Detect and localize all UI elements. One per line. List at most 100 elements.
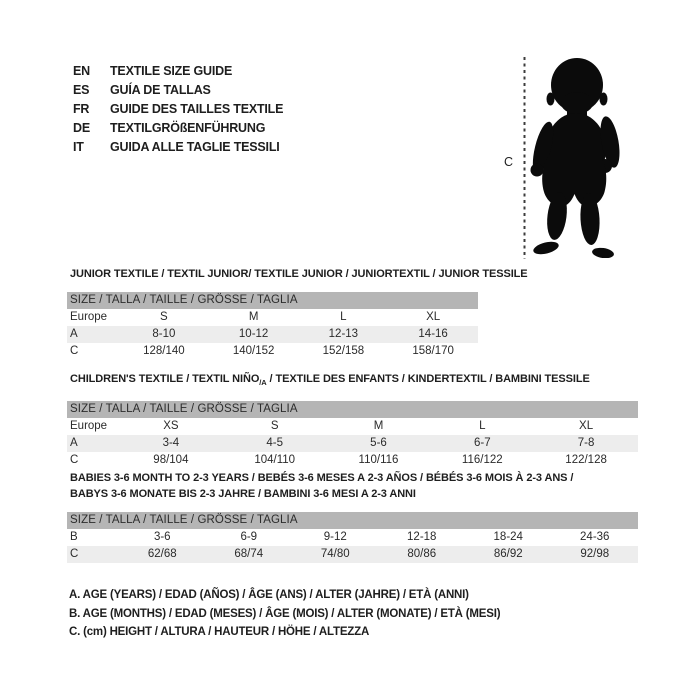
- size-cell: 6-9: [240, 531, 258, 543]
- baby-silhouette-icon: [530, 58, 620, 258]
- row-label: A: [70, 328, 78, 340]
- table-title-text: / TEXTILE DES ENFANTS / KINDERTEXTIL / B…: [266, 373, 590, 385]
- size-cell: XL: [579, 420, 594, 433]
- row-label: Europe: [70, 311, 108, 323]
- size-cell: 12-13: [328, 328, 359, 340]
- size-cell: 140/152: [232, 345, 275, 357]
- footnote-b: B. AGE (MONTHS) / EDAD (MESES) / ÂGE (MO…: [69, 607, 501, 620]
- table-title: BABIES 3-6 MONTH TO 2-3 YEARS / BEBÉS 3-…: [67, 470, 638, 502]
- language-row-fr: FR GUIDE DES TAILLES TEXTILE: [73, 100, 283, 119]
- table-title-line: JUNIOR TEXTILE / TEXTIL JUNIOR/ TEXTILE …: [70, 266, 528, 282]
- size-cell: 5-6: [370, 437, 387, 450]
- size-cell: 128/140: [143, 345, 185, 357]
- table-title-text: BABIES 3-6 MONTH TO 2-3 YEARS / BEBÉS 3-…: [70, 472, 574, 484]
- size-cell: 116/122: [461, 454, 503, 467]
- language-guide-label: GUIDE DES TAILLES TEXTILE: [110, 102, 284, 116]
- table-title: CHILDREN'S TEXTILE / TEXTIL NIÑO/A / TEX…: [67, 371, 638, 391]
- height-measure-dashed-line: [523, 57, 526, 259]
- size-cell: 8-10: [152, 328, 176, 340]
- size-cell: XS: [163, 420, 179, 433]
- size-cell: 3-6: [153, 531, 171, 543]
- table-rows: Europe S M L XL A 8-10 10-12 12-13 14-16 C 128/140 1…: [67, 309, 478, 360]
- size-cell: 6-7: [473, 437, 491, 450]
- language-code: FR: [73, 102, 90, 116]
- language-guide-label: GUIDA ALLE TAGLIE TESSILI: [110, 140, 280, 154]
- footnotes: A. AGE (YEARS) / EDAD (AÑOS) / ÂGE (ANS)…: [67, 586, 501, 642]
- size-cell: 62/68: [147, 548, 177, 560]
- language-code: IT: [73, 140, 84, 154]
- size-row-a: A 3-4 4-5 5-6 6-7 7-8: [67, 435, 638, 453]
- size-cell: L: [340, 311, 347, 323]
- size-cell: 80/86: [407, 548, 437, 560]
- size-cell: L: [479, 420, 486, 433]
- language-code: ES: [73, 83, 90, 97]
- size-cell: 110/116: [358, 454, 399, 467]
- table-rows: Europe XS S M L XL A 3-4 4-5 5-6 6-7 7-8 C 98/104 104/…: [67, 418, 638, 469]
- language-code: DE: [73, 121, 90, 135]
- size-header-bar: SIZE / TALLA / TAILLE / GRÖSSE / TAGLIA: [67, 292, 478, 309]
- row-label: A: [70, 437, 78, 450]
- size-cell: 68/74: [234, 548, 264, 560]
- size-cell: 7-8: [577, 437, 595, 450]
- size-cell: 10-12: [238, 328, 269, 340]
- size-cell: 86/92: [493, 548, 523, 560]
- footnote-c: C. (cm) HEIGHT / ALTURA / HAUTEUR / HÖHE…: [69, 626, 370, 638]
- language-row-en: EN TEXTILE SIZE GUIDE: [73, 62, 283, 81]
- babies-textile-table: BABIES 3-6 MONTH TO 2-3 YEARS / BEBÉS 3-…: [67, 470, 638, 563]
- row-label: C: [70, 548, 79, 560]
- row-label: Europe: [70, 420, 108, 433]
- row-label: B: [70, 531, 78, 543]
- table-rows: B 3-6 6-9 9-12 12-18 18-24 24-36 C 62/68 68/74 74/…: [67, 529, 638, 563]
- size-cell: XL: [426, 311, 441, 323]
- junior-textile-table: JUNIOR TEXTILE / TEXTIL JUNIOR/ TEXTILE …: [67, 266, 528, 360]
- size-cell: 24-36: [580, 531, 610, 543]
- size-cell: 98/104: [153, 454, 189, 467]
- size-cell: S: [160, 311, 168, 323]
- childrens-textile-table: CHILDREN'S TEXTILE / TEXTIL NIÑO/A / TEX…: [67, 371, 638, 469]
- size-cell: 158/170: [412, 345, 454, 357]
- size-cell: S: [270, 420, 279, 433]
- language-row-es: ES GUÍA DE TALLAS: [73, 81, 283, 100]
- size-row-europe: Europe S M L XL: [67, 309, 478, 326]
- height-measure-label: C: [504, 155, 514, 169]
- language-guide-list: EN TEXTILE SIZE GUIDE ES GUÍA DE TALLAS FR GU…: [73, 62, 283, 157]
- size-cell: 3-4: [162, 437, 180, 450]
- language-row-it: IT GUIDA ALLE TAGLIE TESSILI: [73, 138, 283, 157]
- size-cell: 14-16: [418, 328, 448, 340]
- size-row-b: B 3-6 6-9 9-12 12-18 18-24 24-36: [67, 529, 638, 546]
- size-row-c: C 128/140 140/152 152/158 158/170: [67, 343, 478, 360]
- language-guide-label: TEXTILE SIZE GUIDE: [110, 64, 233, 78]
- size-cell: 12-18: [407, 531, 437, 543]
- size-cell: 152/158: [322, 345, 365, 357]
- size-cell: 4-5: [266, 437, 283, 450]
- row-label: C: [70, 345, 79, 357]
- language-guide-label: GUÍA DE TALLAS: [110, 83, 211, 97]
- table-title-text: JUNIOR TEXTILE / TEXTIL JUNIOR/ TEXTILE …: [70, 268, 528, 280]
- size-cell: 9-12: [323, 531, 347, 543]
- table-title-subscript: /A: [259, 378, 267, 388]
- table-title-line: BABYS 3-6 MONATE BIS 2-3 JAHRE / BAMBINI…: [70, 486, 638, 502]
- table-title: JUNIOR TEXTILE / TEXTIL JUNIOR/ TEXTILE …: [67, 266, 528, 282]
- language-row-de: DE TEXTILGRÖßENFÜHRUNG: [73, 119, 283, 138]
- size-header-bar: SIZE / TALLA / TAILLE / GRÖSSE / TAGLIA: [67, 401, 638, 419]
- language-guide-label: TEXTILGRÖßENFÜHRUNG: [110, 121, 266, 135]
- size-cell: 104/110: [254, 454, 296, 467]
- table-title-text: CHILDREN'S TEXTILE / TEXTIL NIÑO: [70, 373, 260, 385]
- footnote-a: A. AGE (YEARS) / EDAD (AÑOS) / ÂGE (ANS)…: [69, 589, 469, 601]
- size-cell: 92/98: [580, 548, 610, 560]
- row-label: C: [70, 454, 79, 467]
- size-row-c: C 98/104 104/110 110/116 116/122 122/128: [67, 452, 638, 469]
- size-cell: 18-24: [493, 531, 523, 543]
- size-row-a: A 8-10 10-12 12-13 14-16: [67, 326, 478, 343]
- size-header-bar: SIZE / TALLA / TAILLE / GRÖSSE / TAGLIA: [67, 512, 638, 529]
- table-title-text: BABYS 3-6 MONATE BIS 2-3 JAHRE / BAMBINI…: [70, 488, 416, 500]
- size-cell: 122/128: [565, 454, 607, 467]
- table-title-line: CHILDREN'S TEXTILE / TEXTIL NIÑO/A / TEX…: [70, 371, 638, 391]
- size-cell: M: [373, 420, 384, 433]
- size-cell: 74/80: [320, 548, 350, 560]
- language-code: EN: [73, 64, 90, 78]
- size-row-c: C 62/68 68/74 74/80 80/86 86/92 92/98: [67, 546, 638, 563]
- size-row-europe: Europe XS S M L XL: [67, 418, 638, 435]
- size-cell: M: [248, 311, 259, 323]
